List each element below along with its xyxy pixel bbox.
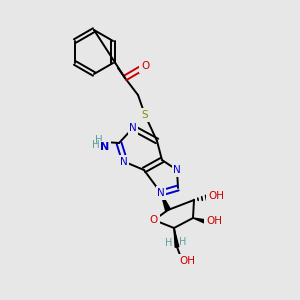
Text: OH: OH (206, 216, 222, 226)
Text: N: N (173, 165, 181, 175)
Polygon shape (193, 218, 208, 224)
Text: H: H (165, 238, 173, 248)
Text: N: N (120, 157, 128, 167)
Text: H: H (179, 237, 187, 247)
Text: H: H (95, 135, 103, 145)
Polygon shape (174, 228, 179, 247)
Text: OH: OH (179, 256, 195, 266)
Text: OH: OH (208, 191, 224, 201)
Text: O: O (141, 61, 149, 71)
Text: N: N (129, 123, 137, 133)
Polygon shape (161, 193, 170, 211)
Text: S: S (142, 110, 148, 120)
Text: N: N (100, 142, 109, 152)
Text: O: O (150, 215, 158, 225)
Text: H: H (92, 140, 100, 150)
Text: N: N (157, 188, 165, 198)
